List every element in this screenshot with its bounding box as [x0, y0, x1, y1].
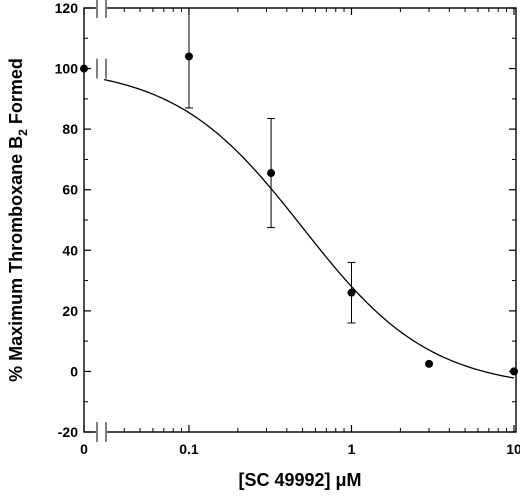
data-point: [347, 288, 356, 297]
error-bars: [184, 8, 356, 324]
axis-break-gap: [96, 429, 107, 435]
x-tick-label: 0: [80, 441, 88, 457]
data-points: [80, 52, 518, 376]
y-tick-label: 100: [55, 61, 79, 77]
data-point: [184, 52, 193, 61]
y-tick-label: 40: [62, 242, 78, 258]
data-point: [267, 169, 276, 178]
y-tick-label: 120: [55, 0, 79, 16]
data-point: [510, 367, 518, 376]
y-axis-label: % Maximum Thromboxane B2 Formed: [6, 58, 30, 382]
y-tick-label: 20: [62, 303, 78, 319]
x-axis-break: [96, 0, 107, 442]
plot-frame: [83, 7, 517, 433]
y-tick-label: 0: [70, 363, 78, 379]
y-axis-ticks: -20 0 20 40 60 80 100 120: [55, 0, 516, 440]
data-point: [425, 359, 434, 368]
y-tick-label: 80: [62, 121, 78, 137]
x-axis-ticks: 0 0.1 1 10: [80, 8, 520, 457]
data-point: [80, 64, 88, 73]
x-tick-label: 10: [506, 441, 520, 457]
plot-border: [83, 7, 517, 433]
x-tick-label: 1: [348, 441, 356, 457]
fit-curve: [103, 78, 515, 379]
y-tick-label: -20: [58, 424, 78, 440]
x-tick-label: 0.1: [179, 441, 199, 457]
y-tick-label: 60: [62, 182, 78, 198]
x-axis-label: [SC 49992] μM: [238, 470, 361, 490]
axis-break-gap: [96, 5, 107, 11]
fit-curve-line: [103, 78, 515, 379]
